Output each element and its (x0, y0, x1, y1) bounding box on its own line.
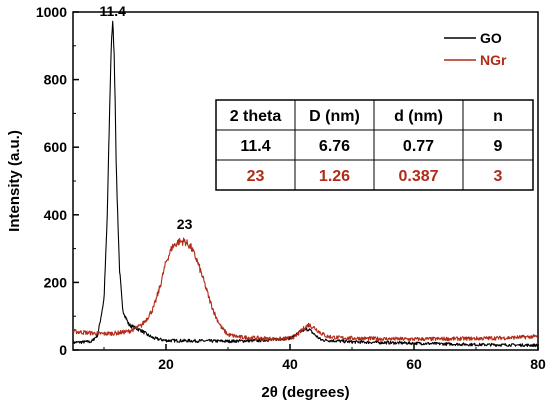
series-line-ngr (72, 237, 538, 342)
y-tick-label: 1000 (36, 4, 67, 20)
y-tick-label: 200 (44, 274, 68, 290)
x-tick-label: 80 (530, 356, 546, 372)
table-cell: 3 (494, 168, 503, 185)
peak-label: 11.4 (99, 3, 126, 19)
peak-label: 23 (177, 216, 193, 232)
x-tick-label: 40 (282, 356, 298, 372)
legend-label-ngr: NGr (480, 52, 507, 68)
y-tick-label: 600 (44, 139, 68, 155)
table-cell: 0.77 (403, 138, 434, 155)
y-axis-title: Intensity (a.u.) (6, 130, 23, 232)
x-tick-label: 60 (406, 356, 422, 372)
table-cell: 1.26 (319, 168, 350, 185)
y-tick-label: 0 (59, 342, 67, 358)
table-header: D (nm) (309, 108, 360, 125)
table-cell: 23 (247, 168, 265, 185)
table-cell: 9 (494, 138, 503, 155)
x-tick-label: 20 (158, 356, 174, 372)
table-header: n (493, 108, 503, 125)
legend-label-go: GO (480, 30, 502, 46)
y-tick-label: 400 (44, 207, 68, 223)
table-cell: 0.387 (398, 168, 438, 185)
table-header: d (nm) (394, 108, 443, 125)
y-tick-label: 800 (44, 72, 68, 88)
table-cell: 11.4 (240, 138, 270, 155)
x-axis-title: 2θ (degrees) (261, 384, 349, 401)
table-header: 2 theta (230, 108, 282, 125)
table-cell: 6.76 (319, 138, 350, 155)
